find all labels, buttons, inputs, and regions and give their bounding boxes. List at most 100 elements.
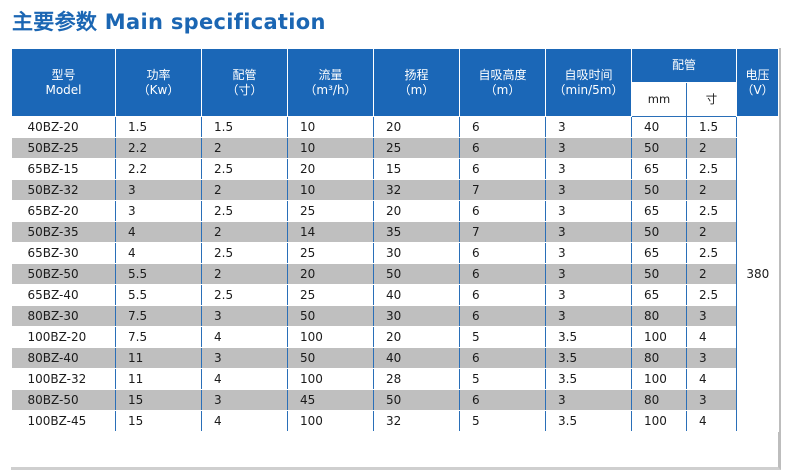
header-pipe-group: 配管 <box>630 48 738 83</box>
cell-power: 2.2 <box>115 158 202 180</box>
cell-suction-height: 6 <box>459 242 546 264</box>
cell-power: 2.2 <box>115 137 202 159</box>
header-power: 功率 （Kw） <box>115 48 202 117</box>
cell-head: 25 <box>373 137 460 159</box>
cell-model: 65BZ-40 <box>11 284 116 306</box>
cell-power: 5.5 <box>115 263 202 285</box>
cell-power: 7.5 <box>115 326 202 348</box>
cell-head: 20 <box>373 200 460 222</box>
cell-flow: 25 <box>287 284 374 306</box>
cell-pipe-size: 1.5 <box>201 116 288 138</box>
cell-pipe-mm: 40 <box>631 116 687 138</box>
cell-pipe-mm: 100 <box>631 410 687 432</box>
cell-pipe-size: 3 <box>201 305 288 327</box>
cell-pipe-cun: 2.5 <box>685 284 737 306</box>
cell-pipe-mm: 65 <box>631 284 687 306</box>
cell-pipe-mm: 80 <box>631 389 687 411</box>
cell-head: 50 <box>373 389 460 411</box>
cell-pipe-cun: 4 <box>685 326 737 348</box>
cell-suction-height: 6 <box>459 347 546 369</box>
spec-table-body: 40BZ-20 1.5 1.5 10 20 6 3 40 1.5 380 50BZ-25 2.2 2 10… <box>11 116 779 432</box>
cell-flow: 25 <box>287 200 374 222</box>
cell-power: 11 <box>115 368 202 390</box>
cell-model: 50BZ-35 <box>11 221 116 243</box>
cell-suction-height: 6 <box>459 389 546 411</box>
cell-head: 32 <box>373 410 460 432</box>
cell-suction-height: 6 <box>459 200 546 222</box>
cell-pipe-cun: 4 <box>685 368 737 390</box>
cell-flow: 25 <box>287 242 374 264</box>
cell-model: 50BZ-32 <box>11 179 116 201</box>
cell-pipe-cun: 2 <box>685 179 737 201</box>
cell-suction-time: 3.5 <box>545 326 632 348</box>
table-row: 80BZ-50 15 3 45 50 6 3 80 3 <box>11 389 779 411</box>
table-row: 100BZ-32 11 4 100 28 5 3.5 100 4 <box>11 368 779 390</box>
table-row: 65BZ-15 2.2 2.5 20 15 6 3 65 2.5 <box>11 158 779 180</box>
table-row: 65BZ-40 5.5 2.5 25 40 6 3 65 2.5 <box>11 284 779 306</box>
cell-model: 100BZ-45 <box>11 410 116 432</box>
cell-power: 11 <box>115 347 202 369</box>
table-row: 50BZ-35 4 2 14 35 7 3 50 2 <box>11 221 779 243</box>
table-row: 65BZ-20 3 2.5 25 20 6 3 65 2.5 <box>11 200 779 222</box>
cell-pipe-size: 2 <box>201 221 288 243</box>
cell-suction-height: 6 <box>459 263 546 285</box>
cell-power: 1.5 <box>115 116 202 138</box>
cell-suction-height: 7 <box>459 221 546 243</box>
cell-flow: 10 <box>287 179 374 201</box>
cell-head: 50 <box>373 263 460 285</box>
cell-suction-time: 3.5 <box>545 368 632 390</box>
cell-pipe-size: 2.5 <box>201 242 288 264</box>
table-row: 80BZ-40 11 3 50 40 6 3.5 80 3 <box>11 347 779 369</box>
cell-head: 30 <box>373 305 460 327</box>
table-row: 100BZ-20 7.5 4 100 20 5 3.5 100 4 <box>11 326 779 348</box>
cell-pipe-cun: 2 <box>685 221 737 243</box>
cell-head: 30 <box>373 242 460 264</box>
cell-suction-height: 5 <box>459 410 546 432</box>
cell-suction-time: 3 <box>545 305 632 327</box>
cell-pipe-size: 2.5 <box>201 284 288 306</box>
header-head: 扬程 （m） <box>373 48 460 117</box>
header-suction-height: 自吸高度 （m） <box>459 48 546 117</box>
cell-model: 50BZ-25 <box>11 137 116 159</box>
cell-suction-time: 3 <box>545 158 632 180</box>
cell-model: 80BZ-40 <box>11 347 116 369</box>
cell-pipe-cun: 3 <box>685 347 737 369</box>
cell-head: 40 <box>373 284 460 306</box>
cell-power: 7.5 <box>115 305 202 327</box>
cell-head: 15 <box>373 158 460 180</box>
cell-head: 32 <box>373 179 460 201</box>
cell-power: 15 <box>115 410 202 432</box>
cell-suction-time: 3.5 <box>545 347 632 369</box>
cell-suction-height: 5 <box>459 368 546 390</box>
cell-suction-height: 6 <box>459 284 546 306</box>
cell-suction-time: 3 <box>545 242 632 264</box>
cell-pipe-cun: 2.5 <box>685 200 737 222</box>
cell-flow: 100 <box>287 368 374 390</box>
cell-pipe-mm: 100 <box>631 368 687 390</box>
cell-suction-height: 5 <box>459 326 546 348</box>
header-model: 型号 Model <box>11 48 116 117</box>
page-title: 主要参数 Main specification <box>12 10 326 34</box>
cell-model: 100BZ-20 <box>11 326 116 348</box>
cell-suction-height: 6 <box>459 305 546 327</box>
cell-pipe-size: 2.5 <box>201 158 288 180</box>
cell-flow: 20 <box>287 158 374 180</box>
cell-pipe-cun: 2.5 <box>685 242 737 264</box>
cell-suction-time: 3 <box>545 221 632 243</box>
header-flow: 流量 （m³/h） <box>287 48 374 117</box>
cell-pipe-cun: 2 <box>685 263 737 285</box>
cell-pipe-mm: 65 <box>631 158 687 180</box>
cell-pipe-size: 2 <box>201 179 288 201</box>
header-pipe-size: 配管 （寸） <box>201 48 288 117</box>
cell-flow: 50 <box>287 347 374 369</box>
spec-table: 型号 Model 功率 （Kw） 配管 （寸） 流量 （m³/h） 扬程 （m） 自吸高度… <box>11 48 780 432</box>
cell-pipe-mm: 65 <box>631 200 687 222</box>
cell-head: 40 <box>373 347 460 369</box>
cell-pipe-size: 2 <box>201 263 288 285</box>
cell-power: 5.5 <box>115 284 202 306</box>
table-row: 80BZ-30 7.5 3 50 30 6 3 80 3 <box>11 305 779 327</box>
cell-pipe-size: 4 <box>201 368 288 390</box>
cell-pipe-size: 4 <box>201 410 288 432</box>
cell-suction-height: 6 <box>459 158 546 180</box>
cell-pipe-mm: 50 <box>631 263 687 285</box>
